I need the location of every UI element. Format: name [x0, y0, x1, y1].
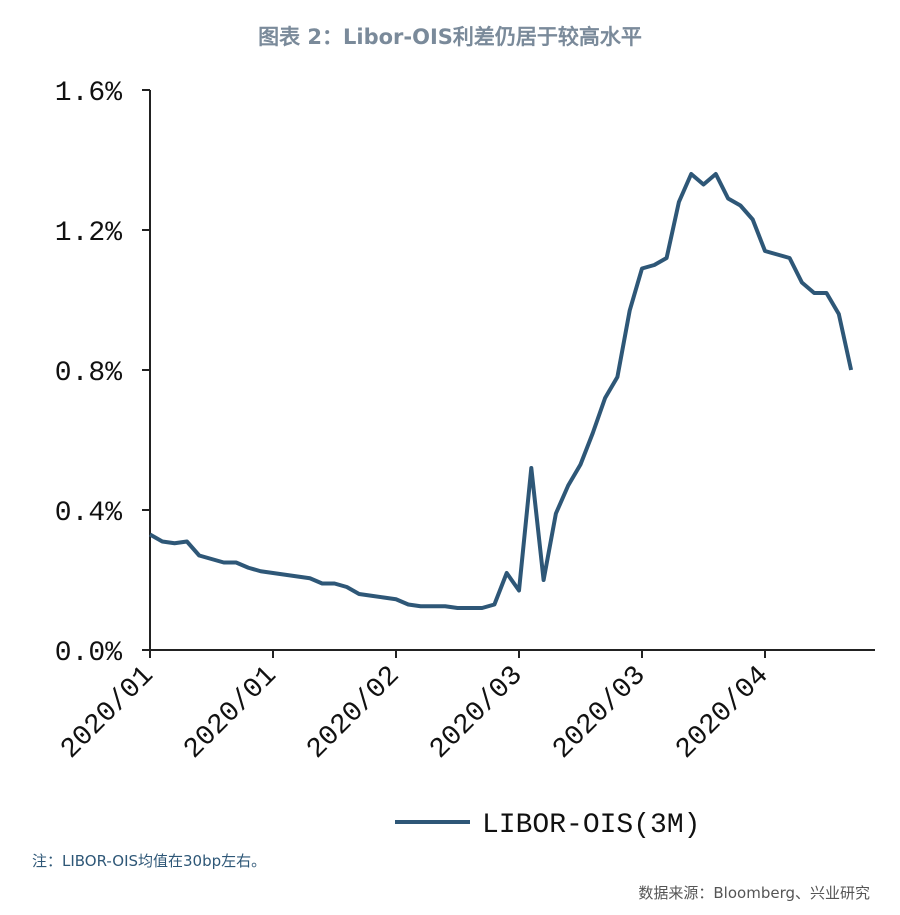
x-tick-label: 2020/01	[55, 660, 160, 765]
y-tick-label: 0.0%	[55, 638, 122, 669]
y-tick-label: 1.2%	[55, 218, 122, 249]
x-tick-label: 2020/03	[547, 660, 652, 765]
x-tick-label: 2020/01	[178, 660, 283, 765]
y-tick-label: 1.6%	[55, 78, 122, 109]
x-tick-label: 2020/03	[424, 660, 529, 765]
chart-title: 图表 2：Libor-OIS利差仍居于较高水平	[258, 25, 642, 49]
legend-label: LIBOR-OIS(3M)	[482, 810, 700, 841]
y-tick-label: 0.8%	[55, 358, 122, 389]
x-tick-label: 2020/04	[670, 660, 775, 765]
source: 数据来源：Bloomberg、兴业研究	[638, 884, 870, 902]
line-series	[149, 172, 854, 610]
y-tick-label: 0.4%	[55, 498, 122, 529]
note: 注：LIBOR-OIS均值在30bp左右。	[32, 852, 266, 870]
x-tick-label: 2020/02	[301, 660, 406, 765]
